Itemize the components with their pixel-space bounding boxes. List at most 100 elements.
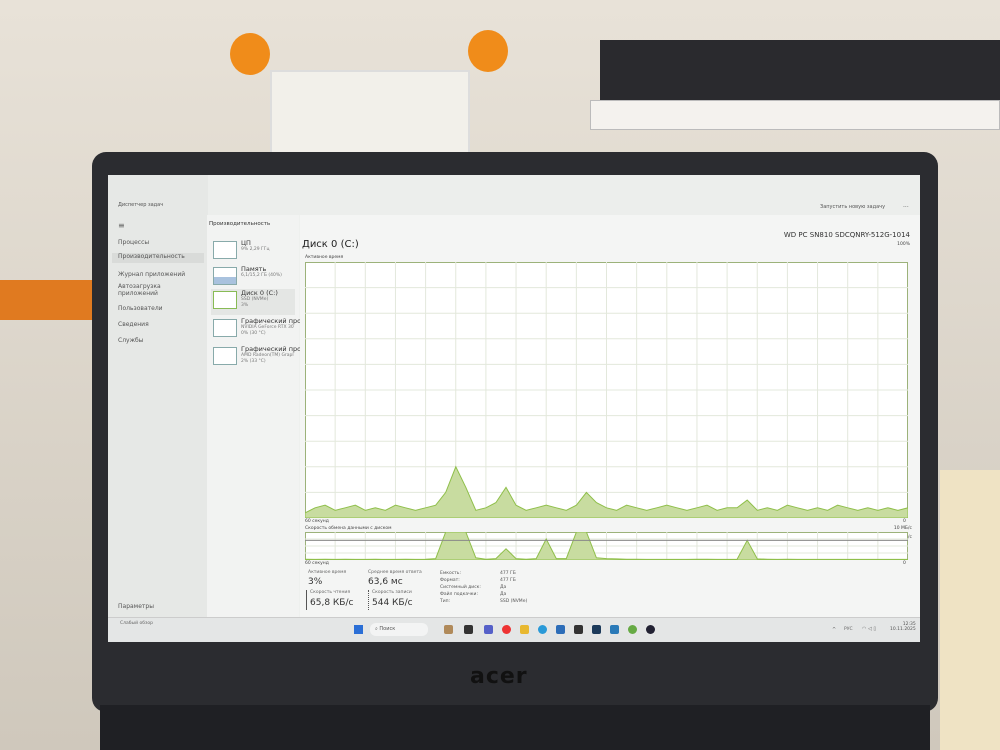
property-key: Емкость: <box>440 571 461 576</box>
steam-icon[interactable] <box>646 625 655 634</box>
clock[interactable]: 12:35 10.11.2025 <box>890 622 916 632</box>
read-speed-value: 65,8 КБ/с <box>310 598 354 608</box>
series-area <box>305 465 908 518</box>
card-title: ЦП <box>241 239 251 247</box>
start-button[interactable] <box>354 625 363 634</box>
response-label: Среднее время ответа <box>368 570 422 575</box>
store-shelf <box>590 100 1000 130</box>
search-box[interactable]: ⌕ Поиск <box>370 623 428 636</box>
run-new-task-button[interactable]: Запустить новую задачу <box>820 204 886 210</box>
table-surface <box>940 470 1000 750</box>
task-manager-window: Диспетчер задач ≡ Процессы Производитель… <box>108 175 920 642</box>
resource-memory[interactable]: Память 6,1/15,2 ГБ (40%) <box>211 265 295 291</box>
store-products <box>600 40 1000 100</box>
graph1-time: 60 секунд <box>305 519 329 524</box>
graph2-label: Скорость обмена данными с диском <box>305 526 392 531</box>
laptop-base <box>100 705 930 750</box>
transfer-rate-graph <box>305 532 908 560</box>
series-area <box>305 532 908 560</box>
disk-properties: Емкость: 477 ГБ Формат: 477 ГБ Системный дис… <box>440 571 560 606</box>
card-title: Диск 0 (C:) <box>241 289 278 297</box>
card-sub: AMD Radeon(TM) Grapl 2% (33 °C) <box>241 353 294 364</box>
disk-model: WD PC SN810 SDCQNRY-512G-1014 <box>783 231 910 239</box>
resource-gpu0[interactable]: Графический про NVIDIA GeForce RTX 30 0% (… <box>211 317 301 343</box>
gpu-thumbnail <box>213 347 237 365</box>
property-key: Системный диск: <box>440 585 481 590</box>
property-row: Системный диск: Да <box>440 585 560 592</box>
disk-title: Диск 0 (C:) <box>302 239 359 250</box>
app-icon[interactable] <box>592 625 601 634</box>
disk-detail: Диск 0 (C:) WD PC SN810 SDCQNRY-512G-101… <box>300 215 920 617</box>
utorrent-icon[interactable] <box>628 625 637 634</box>
hamburger-icon[interactable]: ≡ <box>118 221 125 230</box>
write-speed-label: Скорость записи <box>372 590 412 595</box>
resource-list: Производительность ЦП 9% 2,29 ГГц Память 6… <box>207 215 301 617</box>
nav-startup[interactable]: Автозагрузка приложений <box>118 283 161 297</box>
property-value: 477 ГБ <box>500 571 516 576</box>
edge-icon[interactable] <box>538 625 547 634</box>
property-key: Формат: <box>440 578 460 583</box>
folder-icon[interactable] <box>520 625 529 634</box>
resource-disk0[interactable]: Диск 0 (C:) SSD (NVMe) 3% <box>211 289 295 315</box>
property-row: Емкость: 477 ГБ <box>440 571 560 578</box>
property-value: SSD (NVMe) <box>500 599 528 604</box>
nav-services[interactable]: Службы <box>118 337 144 344</box>
property-row: Формат: 477 ГБ <box>440 578 560 585</box>
teams-icon[interactable] <box>484 625 493 634</box>
nav-users[interactable]: Пользователи <box>118 305 163 312</box>
nav-processes[interactable]: Процессы <box>118 239 150 246</box>
graph2-time: 60 секунд <box>305 561 329 566</box>
card-sub: NVIDIA GeForce RTX 30 0% (30 °C) <box>241 325 294 336</box>
weather-widget[interactable]: Слабый обзор <box>120 621 153 626</box>
gpu-thumbnail <box>213 319 237 337</box>
write-speed-value: 544 КБ/с <box>372 598 413 608</box>
nav-settings[interactable]: Параметры <box>118 603 154 610</box>
card-sub: SSD (NVMe) 3% <box>241 297 269 308</box>
property-value: 477 ГБ <box>500 578 516 583</box>
property-row: Файл подкачки: Да <box>440 592 560 599</box>
dropbox-icon[interactable] <box>574 625 583 634</box>
graph1-max: 100% <box>897 242 910 247</box>
card-title: Графический про <box>241 345 302 353</box>
resource-gpu1[interactable]: Графический про AMD Radeon(TM) Grapl 2% (3… <box>211 345 301 371</box>
app-icon[interactable] <box>610 625 619 634</box>
store-icon[interactable] <box>556 625 565 634</box>
active-time-label: Активное время <box>308 570 347 575</box>
app-icon[interactable] <box>444 625 453 634</box>
card-sub: 9% 2,29 ГГц <box>241 247 270 252</box>
response-value: 63,6 мс <box>368 577 403 587</box>
active-time-graph <box>305 262 908 518</box>
app-title: Диспетчер задач <box>118 202 164 208</box>
title-bar: Запустить новую задачу ... –▢✕ <box>208 175 920 215</box>
graph2-min: 0 <box>903 561 906 566</box>
network-volume-battery-icons[interactable]: ◠ ◁ ▯ <box>862 626 877 632</box>
balloon <box>468 30 508 72</box>
cpu-thumbnail <box>213 241 237 259</box>
nav-sidebar: Диспетчер задач ≡ Процессы Производитель… <box>108 175 208 617</box>
taskbar: Слабый обзор ⌕ Поиск ^ РУС ◠ ◁ ▯ 12:35 10… <box>108 617 920 642</box>
property-row: Тип: SSD (NVMe) <box>440 599 560 606</box>
graph1-min: 0 <box>903 519 906 524</box>
write-speed: Скорость записи 544 КБ/с <box>368 590 426 610</box>
orange-panel <box>0 280 95 320</box>
nav-performance[interactable]: Производительность <box>112 253 204 263</box>
read-speed-label: Скорость чтения <box>310 590 351 595</box>
property-value: Да <box>500 592 507 597</box>
nav-app-history[interactable]: Журнал приложений <box>118 271 186 278</box>
read-speed: Скорость чтения 65,8 КБ/с <box>306 590 364 610</box>
property-value: Да <box>500 585 507 590</box>
acer-logo: acer <box>470 664 528 689</box>
nav-details[interactable]: Сведения <box>118 321 149 328</box>
language-indicator[interactable]: РУС <box>844 627 853 632</box>
yandex-icon[interactable] <box>502 625 511 634</box>
graph1-label: Активное время <box>305 255 344 260</box>
property-key: Тип: <box>440 599 451 604</box>
card-sub: 6,1/15,2 ГБ (40%) <box>241 273 282 278</box>
app-icon[interactable] <box>464 625 473 634</box>
property-key: Файл подкачки: <box>440 592 478 597</box>
active-time-value: 3% <box>308 577 323 587</box>
memory-thumbnail <box>213 267 237 285</box>
more-options-button[interactable]: ... <box>903 202 909 209</box>
tray-chevron-icon[interactable]: ^ <box>832 627 837 633</box>
resource-cpu[interactable]: ЦП 9% 2,29 ГГц <box>211 239 295 265</box>
